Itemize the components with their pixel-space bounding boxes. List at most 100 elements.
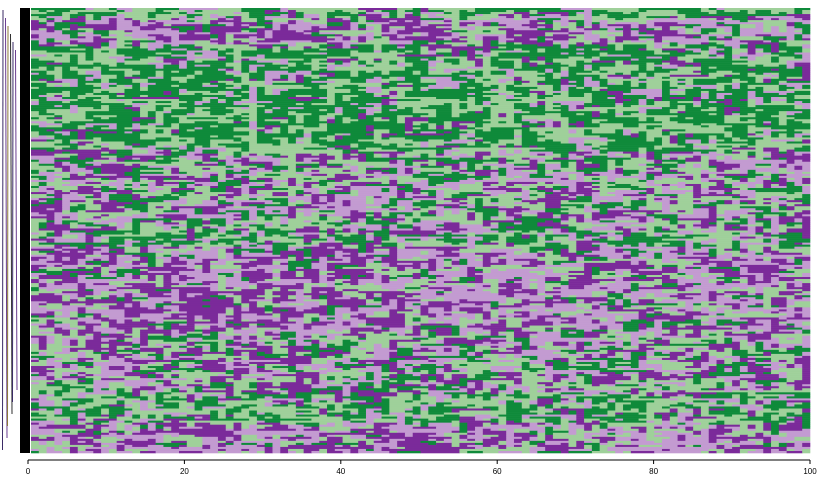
- heatmap-cell: [225, 48, 234, 51]
- heatmap-cell: [646, 10, 678, 13]
- heatmap-cell: [101, 151, 110, 154]
- heatmap-cell: [568, 68, 585, 71]
- heatmap-cell: [295, 44, 320, 47]
- heatmap-cell: [264, 125, 281, 128]
- heatmap-cell: [428, 153, 437, 156]
- heatmap-cell: [778, 86, 795, 90]
- heatmap-cell: [249, 125, 258, 128]
- heatmap-cell: [38, 159, 55, 163]
- heatmap-cell: [451, 153, 460, 156]
- heatmap-cell: [786, 60, 811, 63]
- heatmap-cell: [85, 173, 94, 177]
- heatmap-cell: [654, 198, 663, 201]
- heatmap-cell: [225, 78, 234, 82]
- heatmap-cell: [615, 111, 624, 114]
- heatmap-cell: [786, 157, 811, 160]
- heatmap-cell: [521, 157, 530, 160]
- heatmap-cell: [303, 194, 312, 197]
- heatmap-cell: [93, 107, 102, 110]
- heatmap-cell: [69, 161, 86, 165]
- heatmap-cell: [739, 28, 764, 31]
- heatmap-cell: [62, 70, 79, 74]
- heatmap-cell: [568, 66, 585, 69]
- heatmap-cell: [140, 94, 149, 98]
- heatmap-cell: [451, 167, 460, 171]
- heatmap-cell: [303, 119, 320, 122]
- heatmap-cell: [334, 92, 375, 96]
- heatmap-cell: [708, 40, 725, 43]
- heatmap-cell: [591, 66, 600, 69]
- heatmap-cell: [62, 202, 71, 205]
- heatmap-cell: [397, 62, 406, 65]
- heatmap-cell: [256, 141, 281, 144]
- heatmap-cell: [358, 177, 390, 181]
- heatmap-cell: [778, 173, 787, 177]
- heatmap-cell: [708, 94, 717, 98]
- heatmap-cell: [475, 143, 491, 146]
- heatmap-cell: [677, 121, 725, 124]
- heatmap-cell: [233, 111, 258, 114]
- heatmap-cell: [303, 78, 328, 82]
- heatmap-cell: [545, 82, 562, 86]
- heatmap-cell: [241, 204, 250, 207]
- heatmap-cell: [591, 22, 600, 25]
- heatmap-cell: [552, 188, 562, 191]
- heatmap-cell: [62, 68, 71, 71]
- heatmap-cell: [31, 22, 40, 25]
- heatmap-cell: [794, 12, 803, 15]
- heatmap-cell: [272, 177, 289, 181]
- heatmap-cell: [771, 200, 787, 203]
- heatmap-cell: [77, 44, 86, 47]
- heatmap-cell: [163, 200, 188, 203]
- heatmap-cell: [280, 181, 289, 185]
- heatmap-cell: [700, 66, 710, 69]
- heatmap-cell: [69, 155, 79, 158]
- heatmap-cell: [498, 46, 507, 49]
- heatmap-cell: [521, 151, 530, 154]
- heatmap-cell: [755, 153, 772, 156]
- heatmap-cell: [646, 22, 655, 25]
- heatmap-cell: [256, 123, 320, 126]
- heatmap-cell: [256, 66, 281, 69]
- row-dendrogram: [2, 9, 18, 451]
- heatmap-cell: [693, 145, 710, 148]
- heatmap-cell: [739, 117, 780, 120]
- heatmap-cell: [31, 58, 40, 61]
- heatmap-cell: [560, 202, 593, 205]
- heatmap-cell: [552, 121, 562, 124]
- heatmap-cell: [186, 66, 234, 69]
- heatmap-cell: [404, 78, 421, 82]
- heatmap-cell: [38, 171, 63, 175]
- heatmap-cell: [233, 36, 250, 39]
- heatmap-cell: [46, 62, 63, 65]
- heatmap-cell: [202, 151, 219, 154]
- heatmap-cell: [256, 181, 265, 185]
- heatmap-cell: [334, 196, 367, 199]
- heatmap-cell: [786, 129, 795, 132]
- heatmap-cell: [155, 113, 164, 116]
- heatmap-cell: [420, 20, 445, 23]
- heatmap-cell: [147, 149, 164, 152]
- heatmap-cell: [607, 70, 632, 74]
- heatmap-cell: [763, 18, 772, 21]
- heatmap-cell: [140, 183, 149, 187]
- heatmap-cell: [62, 204, 71, 207]
- heatmap-cell: [186, 171, 203, 175]
- heatmap-cell: [69, 58, 79, 61]
- heatmap-cell: [147, 101, 156, 104]
- heatmap-cell: [186, 52, 195, 55]
- heatmap-cell: [490, 64, 515, 67]
- heatmap-cell: [202, 99, 211, 102]
- heatmap-cell: [116, 62, 125, 65]
- heatmap-cell: [654, 153, 663, 156]
- heatmap-cell: [443, 54, 452, 57]
- heatmap-cell: [69, 165, 79, 169]
- heatmap-cell: [295, 141, 304, 144]
- heatmap-cell: [506, 169, 523, 173]
- heatmap-cell: [202, 157, 211, 160]
- heatmap-cell: [763, 26, 772, 29]
- heatmap-cell: [552, 38, 569, 41]
- heatmap-cell: [584, 64, 593, 67]
- heatmap-cell: [420, 145, 429, 148]
- heatmap-cell: [202, 92, 227, 96]
